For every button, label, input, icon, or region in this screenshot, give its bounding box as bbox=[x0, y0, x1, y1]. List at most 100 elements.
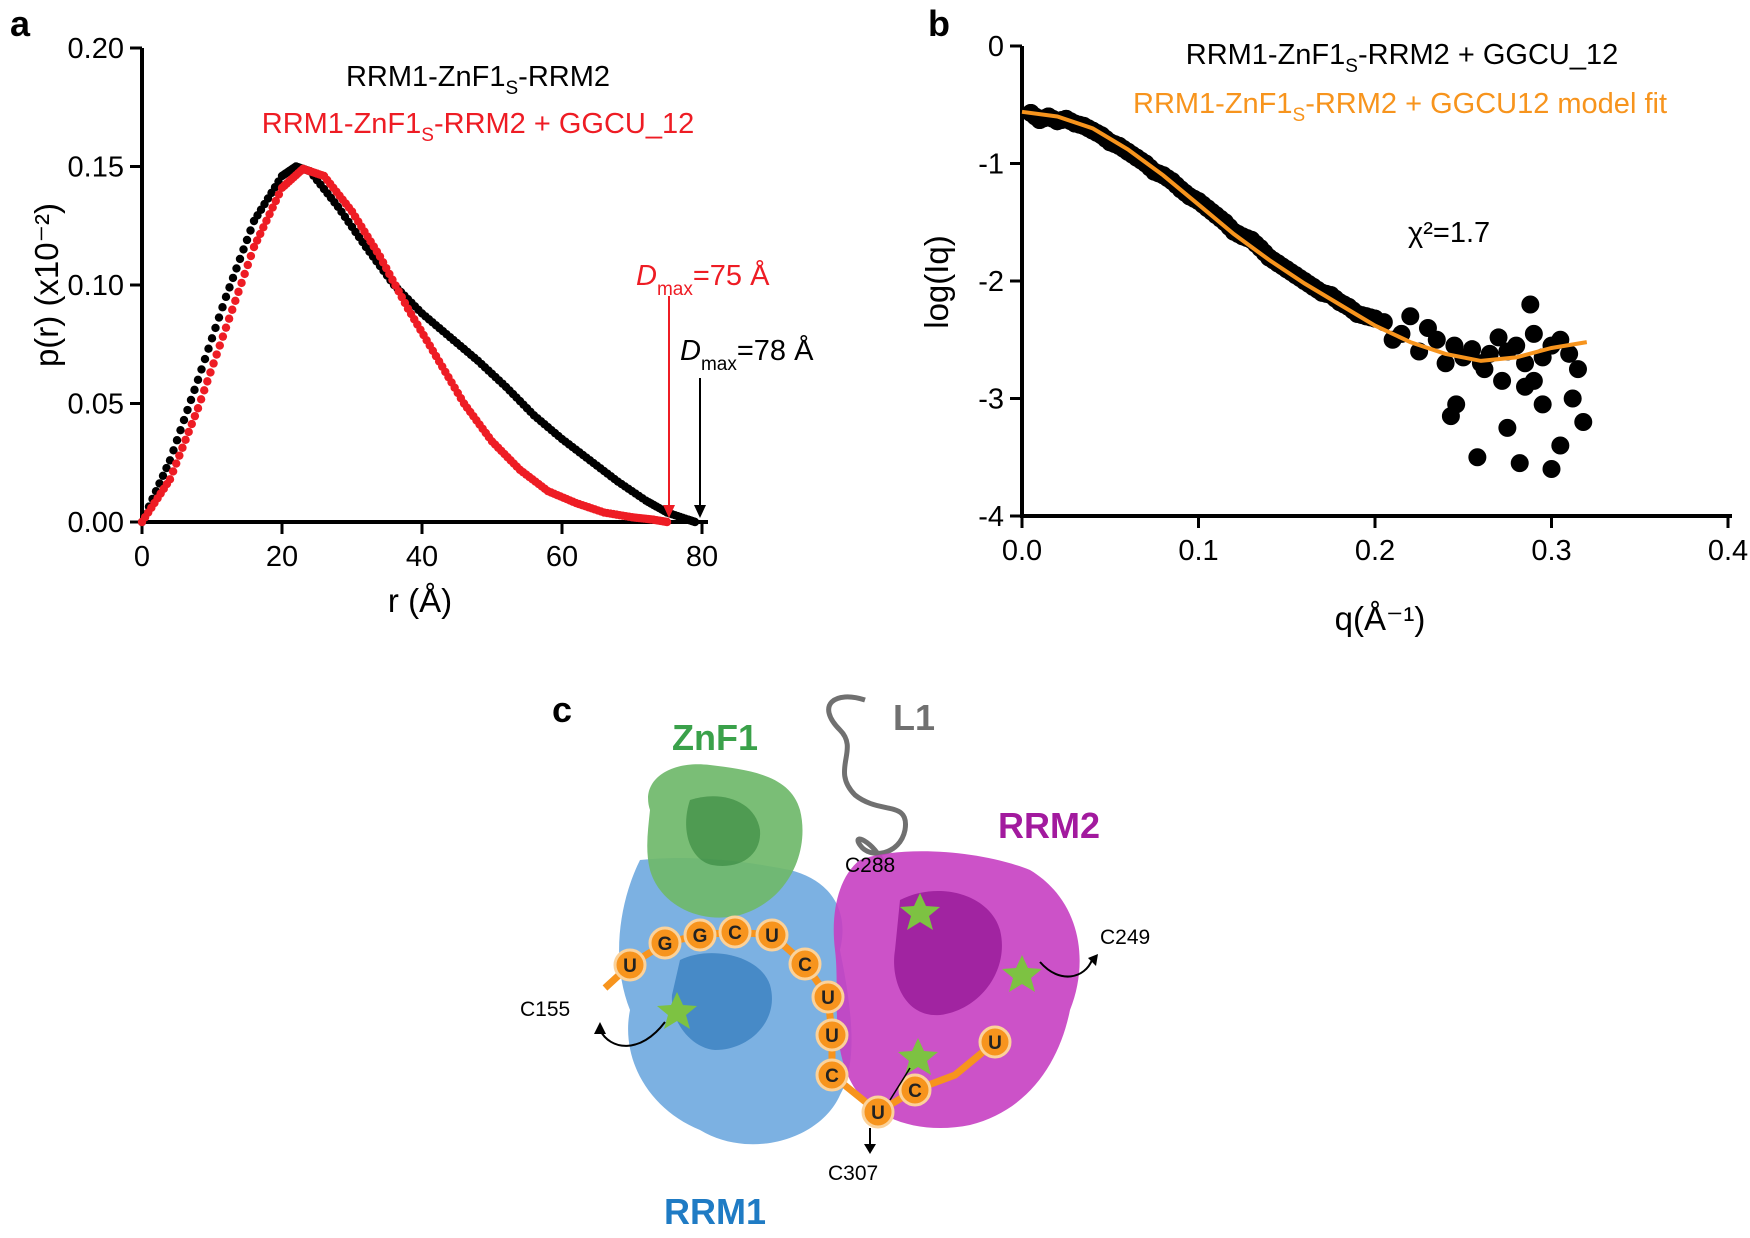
star-icon bbox=[900, 893, 940, 930]
a-bound-point bbox=[190, 411, 200, 421]
residue-c307-label: C307 bbox=[828, 1162, 878, 1185]
residue-c249-label: C249 bbox=[1100, 926, 1150, 949]
b-y-axis-label: log(Iq) bbox=[918, 235, 955, 329]
a-bound-point bbox=[187, 419, 196, 429]
a-bound-point bbox=[178, 443, 187, 452]
b-data-point bbox=[1463, 340, 1482, 359]
a-bound-point bbox=[172, 459, 181, 468]
a-free-point bbox=[204, 344, 213, 353]
a-bound-point bbox=[184, 427, 193, 437]
rna-nucleotide-label: G bbox=[658, 934, 673, 955]
rna-nucleotide-label: C bbox=[798, 955, 812, 976]
a-bound-point bbox=[228, 305, 237, 314]
rna-nucleotide-label: C bbox=[825, 1066, 839, 1087]
a-free-point bbox=[235, 254, 245, 264]
a-bound-point bbox=[209, 359, 218, 368]
znf1-label: ZnF1 bbox=[672, 717, 758, 758]
b-y-tick-label: 0 bbox=[988, 31, 1004, 63]
a-bound-point bbox=[240, 269, 249, 279]
star-icon bbox=[1002, 955, 1042, 992]
a-bound-point bbox=[221, 323, 231, 332]
a-free-point bbox=[158, 471, 168, 480]
b-y-tick-label: -4 bbox=[978, 501, 1004, 533]
a-free-point bbox=[225, 283, 234, 292]
b-model-fit-line bbox=[1021, 109, 1588, 363]
a-bound-point bbox=[237, 278, 246, 288]
a-bound-point bbox=[181, 435, 190, 445]
a-bound-point bbox=[262, 216, 271, 225]
b-data-point bbox=[1436, 354, 1455, 373]
a-bound-point bbox=[218, 332, 228, 341]
a-legend-free: RRM1-ZnF1S-RRM2 bbox=[346, 61, 610, 99]
b-legend-fit: RRM1-ZnF1S-RRM2 + GGCU12 model fit bbox=[1133, 88, 1667, 126]
a-dmax-bound-label: Dmax=75 Å bbox=[636, 259, 770, 300]
l1-label: L1 bbox=[893, 697, 935, 738]
a-dmax-free-label: Dmax=78 Å bbox=[680, 334, 814, 375]
b-data-point bbox=[1560, 344, 1579, 363]
b-data-point bbox=[1510, 454, 1529, 473]
a-x-tick-label: 20 bbox=[266, 541, 298, 573]
rna-nucleotide bbox=[815, 1058, 849, 1092]
a-free-point bbox=[690, 517, 700, 527]
c155-arrowhead bbox=[594, 1022, 606, 1034]
a-free-point bbox=[239, 245, 248, 254]
a-bound-point bbox=[165, 475, 175, 484]
a-free-point bbox=[183, 405, 192, 415]
a-x-tick-label: 80 bbox=[686, 541, 718, 573]
b-data-point bbox=[1401, 307, 1420, 326]
b-y-tick-label: -1 bbox=[978, 149, 1004, 181]
b-x-tick-label: 0.3 bbox=[1531, 535, 1571, 567]
rna-nucleotide-label: U bbox=[988, 1033, 1002, 1054]
c307-pointer bbox=[889, 1067, 911, 1101]
b-data-point bbox=[1475, 360, 1494, 379]
a-y-tick-label: 0.10 bbox=[68, 270, 124, 302]
b-data-point bbox=[1468, 448, 1487, 467]
a-free-point bbox=[221, 292, 231, 302]
a-free-point bbox=[218, 303, 227, 312]
a-y-tick-label: 0.00 bbox=[68, 507, 124, 539]
a-free-point bbox=[186, 395, 196, 405]
a-free-point bbox=[232, 264, 241, 273]
a-bound-point bbox=[193, 404, 203, 413]
a-y-tick-label: 0.05 bbox=[68, 389, 124, 421]
a-free-point bbox=[228, 273, 238, 283]
a-free-point bbox=[165, 456, 175, 465]
a-free-point bbox=[193, 375, 203, 384]
a-bound-point bbox=[256, 229, 265, 239]
a-y-tick-label: 0.20 bbox=[68, 33, 124, 65]
b-data-point bbox=[1551, 436, 1570, 455]
rna-nucleotide-label: U bbox=[871, 1103, 885, 1124]
a-bound-point bbox=[259, 223, 268, 232]
a-bound-point bbox=[249, 242, 259, 252]
a-bound-point bbox=[271, 196, 280, 206]
a-bound-point bbox=[203, 377, 212, 386]
a-legend-bound: RRM1-ZnF1S-RRM2 + GGCU_12 bbox=[262, 108, 694, 146]
star-icon bbox=[657, 992, 697, 1029]
rrm1-label: RRM1 bbox=[664, 1191, 766, 1232]
rna-nucleotide bbox=[898, 1073, 932, 1107]
a-bound-point bbox=[265, 209, 274, 219]
b-chi-square: χ²=1.7 bbox=[1408, 217, 1490, 249]
rna-nucleotide-label: U bbox=[821, 988, 835, 1009]
b-series-data bbox=[1021, 103, 1593, 478]
a-x-tick-label: 60 bbox=[546, 541, 578, 573]
a-free-point bbox=[169, 446, 178, 455]
b-data-point bbox=[1493, 371, 1512, 390]
a-free-point bbox=[179, 415, 189, 425]
panel-b-label: b bbox=[928, 3, 950, 44]
a-bound-point bbox=[252, 236, 262, 245]
rna-nucleotide bbox=[755, 918, 789, 952]
plot-a: 0.00 0.05 0.10 0.15 0.20 0 20 40 60 80 bbox=[68, 33, 719, 573]
star-icon bbox=[898, 1038, 938, 1075]
a-free-point bbox=[211, 323, 220, 333]
b-x-axis-label: q(Å⁻¹) bbox=[1335, 600, 1426, 637]
b-x-tick-label: 0.1 bbox=[1178, 535, 1218, 567]
rna-nucleotide bbox=[815, 1018, 849, 1052]
a-x-axis-label: r (Å) bbox=[388, 582, 452, 619]
a-bound-point bbox=[268, 203, 277, 212]
a-bound-point bbox=[168, 467, 178, 476]
rna-nucleotide bbox=[648, 926, 682, 960]
a-bound-point bbox=[175, 451, 184, 460]
plot-b: -4 -3 -2 -1 0 0.0 0.1 0.2 0.3 0.4 bbox=[978, 31, 1748, 567]
b-data-point bbox=[1542, 460, 1561, 478]
